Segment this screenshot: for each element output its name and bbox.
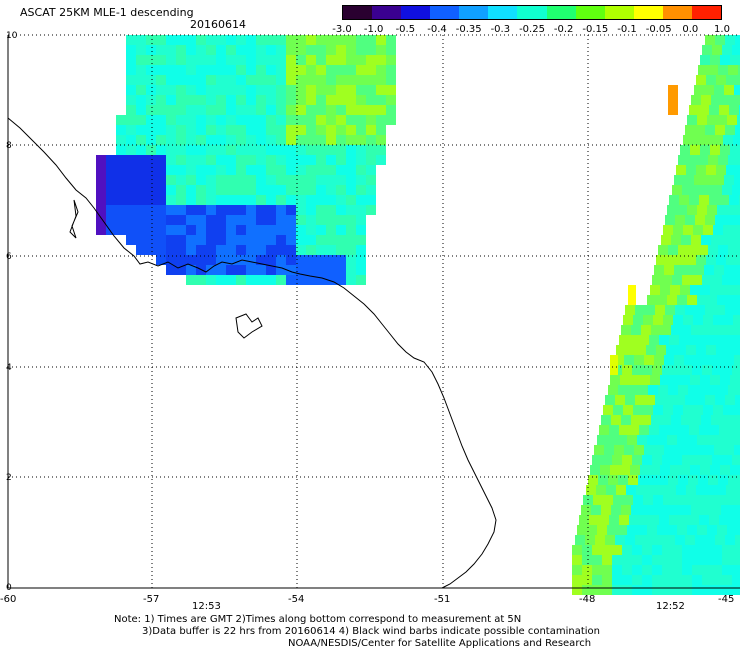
y-tick-label: 4 [6,363,12,373]
lat-lon-grid [8,34,740,588]
color-scale-tick-label: -0.05 [645,24,672,35]
color-scale-tick-label: -0.35 [455,24,482,35]
y-tick-label: 6 [6,252,12,262]
color-scale-tick-label: -0.25 [519,24,545,35]
color-swatch [372,6,402,19]
x-tick-label: -54 [288,594,304,605]
product-title: ASCAT 25KM MLE-1 descending [20,6,194,19]
color-swatch [459,6,489,19]
pass-time-label: 12:53 [192,601,221,612]
color-scale-tick-label: -3.0 [332,24,352,35]
color-swatch [401,6,431,19]
product-date: 20160614 [190,18,246,31]
wind-swath-data [96,35,740,595]
color-swatch [662,6,692,19]
x-tick-label: -60 [0,594,16,605]
x-tick-label: -45 [718,594,734,605]
y-tick-label: 2 [6,473,12,483]
color-scale-tick-label: -0.5 [395,24,416,35]
color-swatch [517,6,547,19]
footnotes: Note: 1) Times are GMT 2)Times along bot… [114,614,600,650]
color-scale-tick-label: -0.2 [553,24,574,35]
color-scale-tick-label: -0.3 [490,24,511,35]
footnote-line: NOAA/NESDIS/Center for Satellite Applica… [288,638,592,649]
color-swatch [343,6,373,19]
color-swatch [575,6,605,19]
y-tick-label: 0 [6,583,12,593]
color-scale-tick-label: 0.0 [682,24,699,35]
color-swatch [430,6,460,19]
x-tick-label: -48 [579,594,595,605]
color-scale-tick-label: -1.0 [363,24,384,35]
color-swatch [604,6,634,19]
x-tick-label: -57 [143,594,159,605]
color-scale-bar [342,5,722,20]
color-scale-labels: -3.0 -1.0 -0.5 -0.4 -0.35 -0.3 -0.25 -0.2 -0.15-… [330,24,730,36]
color-swatch [691,6,722,19]
color-swatch [488,6,518,19]
x-tick-label: -51 [434,594,450,605]
color-scale-tick-label: -0.4 [427,24,447,35]
footnote-line: Note: 1) Times are GMT 2)Times along bot… [114,614,522,625]
y-tick-label: 10 [6,31,18,41]
pass-time-label: 12:52 [656,601,685,612]
y-tick-label: 8 [6,141,12,151]
footnote-line: 3)Data buffer is 22 hrs from 20160614 4)… [142,626,600,637]
color-scale-tick-label: 1.0 [714,24,730,35]
color-swatch [546,6,576,19]
color-swatch [633,6,663,19]
axis-frame [7,35,740,589]
color-scale-tick-label: -0.15 [582,24,609,35]
coastline [7,117,497,589]
color-scale-tick-label: -0.1 [617,24,637,35]
